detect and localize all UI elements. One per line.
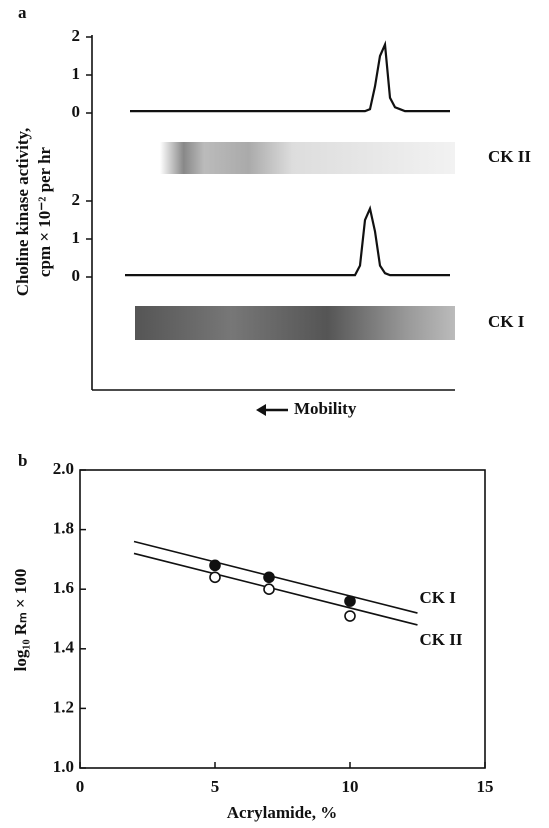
gel-band [135,306,455,340]
y-tick-label: 2 [72,190,81,209]
y-tick-label: 1.8 [53,519,74,538]
y-tick-label: 1.2 [53,697,74,716]
data-point [344,595,356,607]
y-tick-label: 2 [72,26,81,45]
x-tick-label: 10 [342,777,359,796]
y-axis-label: cpm × 10⁻² per hr [35,146,54,277]
data-point [209,559,221,572]
data-point [263,571,275,584]
y-tick-label: 0 [72,266,81,285]
y-tick-label: 1.0 [53,757,74,776]
data-point [263,583,275,596]
y-axis-label: Choline kinase activity, [13,128,32,297]
x-tick-label: 15 [477,777,494,796]
series-label: CK I [488,312,525,331]
arrowhead [256,404,266,416]
y-tick-label: 1.4 [53,638,75,657]
panel-label: b [18,451,27,470]
data-point [344,610,356,622]
activity-trace [130,40,450,113]
x-axis-label: Mobility [294,399,357,418]
fit-line [133,540,418,614]
series-label: CK II [488,147,531,166]
x-tick-label: 5 [211,777,220,796]
y-tick-label: 1 [72,64,81,83]
y-tick-label: 1.6 [53,578,74,597]
y-tick-label: 2.0 [53,459,74,478]
series-label: CK II [420,630,463,649]
series-label: CK I [420,588,457,607]
y-tick-label: 1 [72,228,81,247]
panel-label: a [18,3,27,22]
gel-band [160,142,455,174]
data-point [209,571,221,584]
y-tick-label: 0 [72,102,81,121]
y-axis-label: log₁₀ Rₘ × 100 [11,569,30,672]
activity-trace [125,205,450,277]
fit-line [133,552,418,626]
x-axis-label: Acrylamide, % [227,803,337,822]
x-tick-label: 0 [76,777,85,796]
plot-frame [79,469,486,769]
